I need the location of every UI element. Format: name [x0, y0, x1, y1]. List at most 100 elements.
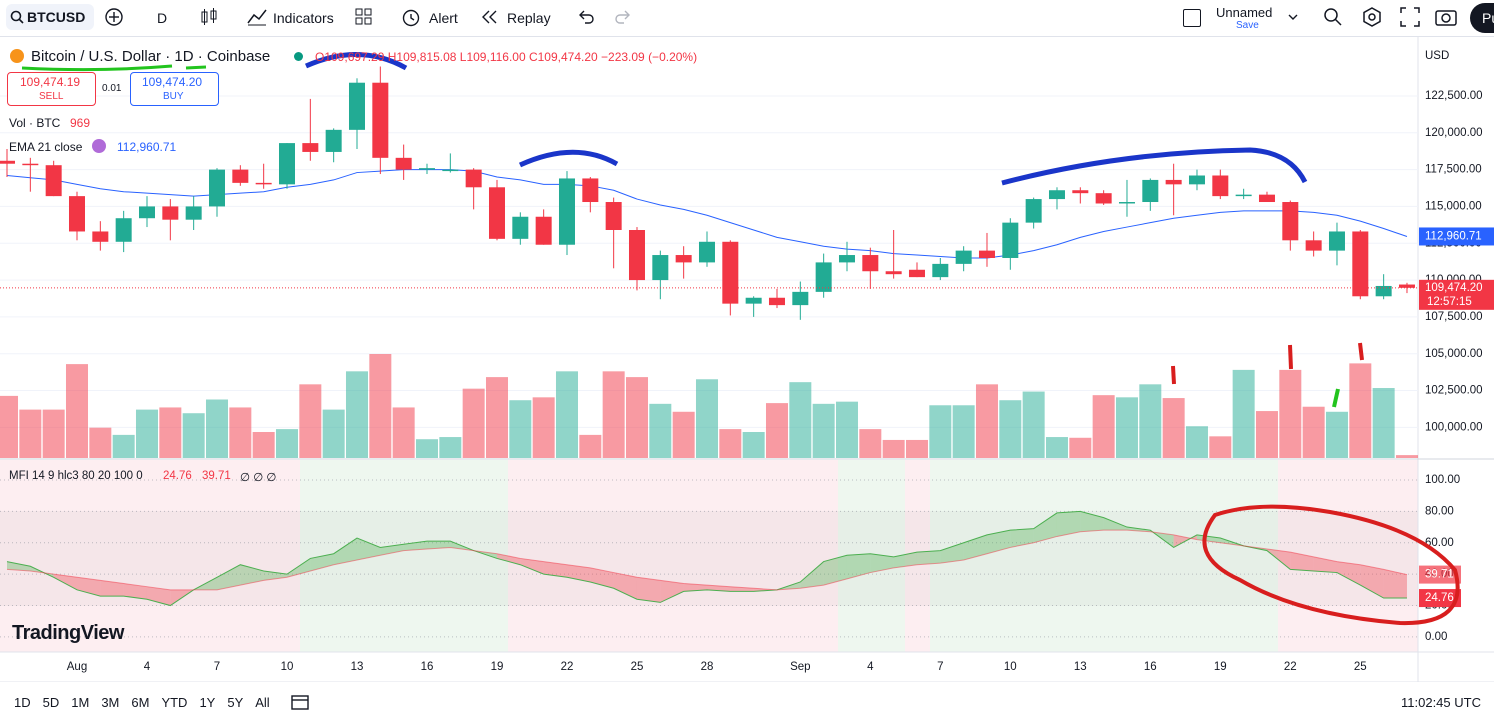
x-tick-label: Sep [790, 661, 810, 673]
volume-bar [182, 413, 205, 458]
volume-bar [1092, 395, 1115, 458]
range-button[interactable]: 3M [101, 695, 120, 710]
x-tick-label: 25 [1354, 661, 1367, 673]
volume-bar [859, 429, 882, 458]
replay-icon[interactable] [481, 10, 499, 24]
y-tick-label: 120,000.00 [1425, 127, 1483, 139]
y-tick-label: 100,000.00 [1425, 421, 1483, 433]
undo-icon[interactable] [577, 9, 595, 25]
ohlc-values: O109,697.29 H109,815.08 L109,116.00 C109… [315, 50, 698, 64]
candle-body [512, 216, 529, 239]
mfi-zone [838, 460, 905, 652]
mfi-fill [730, 586, 754, 592]
publish-label[interactable]: Pu [1482, 10, 1494, 26]
x-tick-label: 10 [1004, 661, 1017, 673]
candle-body [838, 255, 855, 263]
mfi-fill [1336, 561, 1361, 586]
range-button[interactable]: 1M [71, 695, 90, 710]
bitcoin-icon [10, 49, 24, 63]
annotation [21, 64, 207, 72]
candle-body [465, 169, 482, 188]
fullscreen-icon[interactable] [1400, 7, 1420, 27]
add-symbol-icon[interactable] [104, 7, 124, 27]
mfi-fill [426, 541, 451, 550]
settings-icon[interactable] [1361, 6, 1383, 28]
interval[interactable]: D [157, 10, 168, 26]
x-tick-label: 4 [144, 661, 151, 673]
volume-bar [42, 409, 65, 458]
mfi-fill [7, 561, 31, 571]
annotation [1202, 504, 1460, 626]
buy-button[interactable] [130, 72, 219, 106]
volume-bar [1255, 411, 1278, 458]
redo-icon[interactable] [614, 9, 632, 25]
mfi-fill [520, 558, 544, 575]
volume-bar [789, 382, 812, 458]
candle-body [628, 230, 645, 281]
sell-label[interactable]: SELL [39, 91, 64, 102]
x-tick-label: 25 [631, 661, 644, 673]
volume-bar [1325, 411, 1348, 458]
volume-bar [19, 409, 42, 458]
candle-body [1328, 231, 1345, 251]
range-button[interactable]: 6M [131, 695, 150, 710]
mfi-fill [940, 542, 964, 564]
sell-button[interactable] [7, 72, 96, 106]
candle-body [932, 263, 949, 278]
y-tick-label: 100.00 [1425, 474, 1460, 486]
candle-body [372, 82, 389, 158]
candle-body [162, 206, 179, 220]
mfi-fill [496, 553, 521, 565]
indicators-icon[interactable] [246, 7, 268, 27]
mfi-axis-label: 39.71 [1425, 569, 1454, 581]
candle-body [92, 231, 109, 242]
candle-type-icon[interactable] [199, 7, 219, 27]
alert-icon[interactable] [401, 7, 421, 27]
alert-button[interactable]: Alert [429, 10, 458, 26]
range-button[interactable]: 1Y [199, 695, 216, 710]
save-label[interactable]: Save [1236, 20, 1259, 31]
range-button[interactable]: 1D [14, 695, 31, 710]
range-button[interactable]: YTD [161, 695, 188, 710]
x-tick-label: 7 [937, 661, 943, 673]
ema-label-bg [1419, 227, 1494, 246]
layouts-icon[interactable] [355, 8, 373, 26]
volume-bar [229, 407, 252, 458]
currency-label[interactable]: USD [1425, 50, 1449, 62]
replay-button[interactable]: Replay [507, 10, 551, 26]
date-range-icon[interactable] [290, 692, 310, 712]
annotation [1001, 147, 1308, 186]
ema-legend: EMA 21 close [9, 140, 83, 154]
buy-label[interactable]: BUY [163, 91, 184, 102]
volume-bar [929, 405, 952, 458]
candle-body [442, 169, 459, 172]
logo[interactable]: TradingView [12, 622, 124, 644]
annotation [1332, 388, 1340, 408]
volume-bar [1395, 455, 1418, 458]
indicators-button[interactable]: Indicators [273, 10, 334, 26]
candle-body [232, 169, 249, 183]
mfi-fill [333, 538, 357, 565]
mfi-fill [823, 555, 847, 586]
volume-bar [719, 429, 742, 458]
publish-button[interactable] [1470, 3, 1494, 33]
sell-price[interactable]: 109,474.19 [20, 75, 81, 89]
snapshot-icon[interactable] [1435, 7, 1457, 27]
x-tick-label: 28 [701, 661, 714, 673]
volume-bar [882, 439, 905, 458]
candle-body [792, 291, 809, 306]
mfi-fill [403, 541, 427, 551]
range-button[interactable]: All [255, 695, 270, 710]
candle-body [978, 250, 995, 258]
buy-price[interactable]: 109,474.20 [142, 75, 203, 89]
candle-body [1048, 190, 1065, 200]
symbol[interactable]: BTCUSD [27, 9, 86, 25]
mfi-fill [286, 558, 311, 578]
layout-name[interactable]: Unnamed [1216, 5, 1273, 20]
layout-dropdown[interactable] [1287, 12, 1299, 22]
quick-search-icon[interactable] [1322, 6, 1344, 28]
volume-bar [89, 427, 112, 458]
range-button[interactable]: 5Y [227, 695, 244, 710]
range-button[interactable]: 5D [42, 695, 60, 710]
layout-checkbox[interactable] [1183, 9, 1201, 27]
